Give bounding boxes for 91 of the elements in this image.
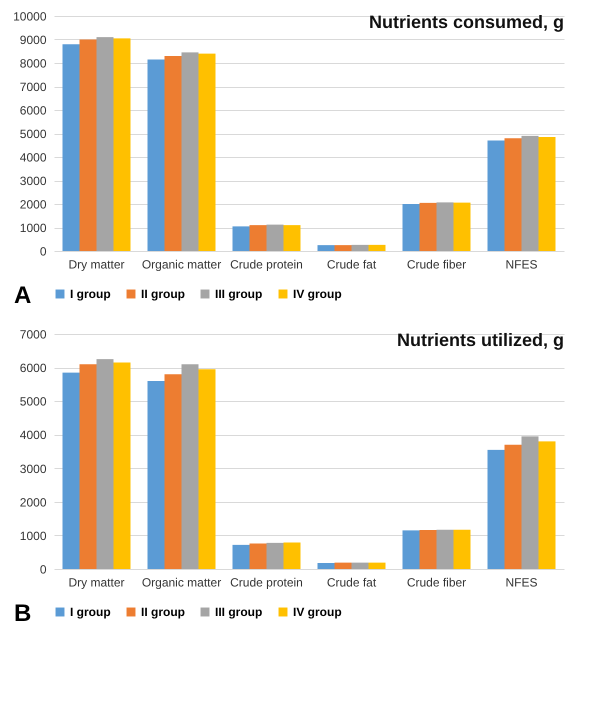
bar bbox=[504, 138, 522, 251]
bar bbox=[454, 530, 470, 569]
bar bbox=[62, 372, 80, 569]
x-tick-label: NFES bbox=[505, 258, 538, 272]
y-tick-label: 5000 bbox=[20, 127, 47, 141]
bar bbox=[182, 52, 198, 251]
bar bbox=[80, 364, 96, 569]
legend-label: III group bbox=[215, 605, 262, 619]
bar bbox=[420, 202, 436, 251]
y-tick-label: 1000 bbox=[20, 528, 47, 543]
bar bbox=[80, 40, 96, 251]
bar bbox=[232, 544, 250, 569]
y-tick-label: 3000 bbox=[20, 462, 47, 476]
bar bbox=[488, 450, 504, 569]
y-tick-label: 6000 bbox=[20, 361, 47, 376]
y-tick-label: 9000 bbox=[20, 33, 47, 47]
bar bbox=[488, 140, 504, 251]
y-tick-label: 2000 bbox=[20, 198, 47, 212]
bar bbox=[368, 562, 386, 569]
bar bbox=[318, 562, 334, 569]
y-tick-label: 2000 bbox=[20, 495, 47, 510]
bar bbox=[538, 441, 556, 569]
chart-title: Nutrients consumed, g bbox=[368, 12, 564, 32]
bar bbox=[164, 56, 182, 251]
bar bbox=[436, 530, 454, 569]
y-tick-label: 4000 bbox=[20, 150, 47, 164]
y-tick-label: 5000 bbox=[20, 394, 47, 409]
chart-title: Nutrients utilized, g bbox=[396, 330, 564, 350]
bar bbox=[284, 225, 300, 251]
y-tick-label: 1000 bbox=[20, 221, 47, 235]
bar bbox=[538, 137, 556, 251]
bar bbox=[522, 136, 538, 251]
y-tick-label: 7000 bbox=[20, 328, 47, 342]
bar bbox=[164, 374, 182, 569]
x-tick-label: Organic matter bbox=[142, 258, 222, 272]
bar bbox=[402, 530, 420, 569]
legend-label: I group bbox=[70, 605, 111, 619]
bar bbox=[148, 381, 164, 569]
bar bbox=[504, 444, 522, 569]
bar bbox=[232, 226, 250, 251]
y-tick-label: 10000 bbox=[13, 10, 47, 24]
x-tick-label: NFES bbox=[505, 576, 538, 590]
y-tick-label: 0 bbox=[40, 244, 47, 258]
legend-label: IV group bbox=[293, 605, 342, 619]
text: A bbox=[14, 282, 32, 309]
legend-label: II group bbox=[141, 605, 185, 619]
bar bbox=[454, 202, 470, 251]
x-tick-label: Dry matter bbox=[68, 576, 125, 590]
bar bbox=[420, 530, 436, 569]
y-tick-label: 6000 bbox=[20, 104, 47, 118]
x-tick-label: Organic matter bbox=[142, 576, 222, 590]
bar bbox=[250, 543, 266, 569]
x-tick-label: Dry matter bbox=[68, 258, 125, 272]
legend-label: I group bbox=[70, 287, 111, 301]
legend-label: III group bbox=[215, 287, 262, 301]
bar bbox=[96, 359, 114, 569]
bar bbox=[318, 245, 334, 251]
x-tick-label: Crude fat bbox=[326, 258, 377, 272]
bar bbox=[114, 362, 130, 569]
bar bbox=[266, 224, 284, 251]
x-tick-label: Crude fiber bbox=[406, 576, 466, 590]
legend-label: IV group bbox=[293, 287, 342, 301]
x-tick-label: Crude protein bbox=[230, 576, 303, 590]
bar bbox=[62, 44, 80, 251]
y-tick-label: 8000 bbox=[20, 56, 47, 70]
legend-label: II group bbox=[141, 287, 185, 301]
bar bbox=[182, 364, 198, 569]
y-tick-label: 3000 bbox=[20, 174, 47, 188]
x-tick-label: Crude fiber bbox=[406, 258, 466, 272]
bar bbox=[96, 37, 114, 251]
bar bbox=[436, 202, 454, 251]
text: B bbox=[14, 600, 32, 627]
y-tick-label: 0 bbox=[40, 562, 47, 576]
bar bbox=[266, 542, 284, 569]
bar bbox=[198, 369, 216, 569]
bar bbox=[522, 436, 538, 569]
bar bbox=[368, 244, 386, 251]
bar bbox=[402, 204, 420, 251]
bar bbox=[352, 562, 368, 569]
bar bbox=[284, 542, 300, 569]
bar bbox=[250, 225, 266, 251]
x-tick-label: Crude protein bbox=[230, 258, 303, 272]
bar bbox=[334, 562, 352, 569]
bar bbox=[114, 38, 130, 251]
y-tick-label: 7000 bbox=[20, 80, 47, 94]
bar bbox=[352, 244, 368, 251]
bar bbox=[198, 54, 216, 251]
bar bbox=[148, 59, 164, 251]
y-tick-label: 4000 bbox=[20, 428, 47, 442]
bar bbox=[334, 245, 352, 251]
x-tick-label: Crude fat bbox=[326, 576, 377, 590]
